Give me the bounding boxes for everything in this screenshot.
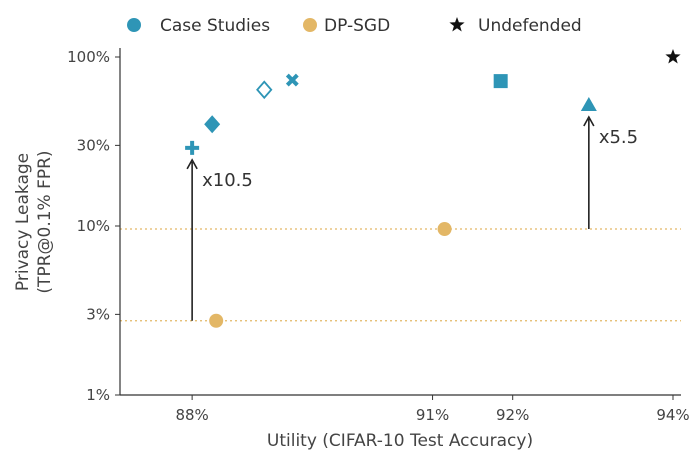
arrow-label-0: x10.5 xyxy=(202,170,253,191)
y-axis-label-line1: Privacy Leakage xyxy=(13,153,33,291)
legend: Case Studies DP-SGD Undefended xyxy=(127,16,582,36)
x-axis-label: Utility (CIFAR-10 Test Accuracy) xyxy=(267,431,533,451)
point-case-studies-3 xyxy=(285,73,299,87)
data-points xyxy=(185,49,681,328)
point-case-studies-0 xyxy=(185,140,200,155)
point-dp-sgd-1 xyxy=(437,221,452,236)
point-dp-sgd-0 xyxy=(209,313,224,328)
arrow-label-1: x5.5 xyxy=(599,127,638,148)
point-undefended-0 xyxy=(665,49,681,64)
y-tick-label-4: 100% xyxy=(67,48,110,66)
legend-marker-undefended xyxy=(449,17,465,32)
point-case-studies-2 xyxy=(256,80,273,100)
x-ticks: 88% 91% 92% 94% xyxy=(175,395,690,424)
arrows: x10.5 x5.5 xyxy=(186,115,638,321)
axes xyxy=(119,48,681,396)
x-tick-label-3: 94% xyxy=(656,406,689,424)
point-case-studies-4 xyxy=(493,74,508,89)
arrow-head-0 xyxy=(186,158,198,170)
y-ticks: 1% 3% 10% 30% 100% xyxy=(67,48,120,404)
reference-lines xyxy=(120,228,681,322)
x-tick-label-0: 88% xyxy=(175,406,208,424)
y-tick-label-3: 30% xyxy=(77,136,110,154)
legend-label-undefended: Undefended xyxy=(478,16,582,36)
y-tick-label-1: 3% xyxy=(86,305,110,323)
legend-marker-case-studies xyxy=(127,18,141,32)
point-case-studies-5 xyxy=(580,96,597,111)
y-tick-label-0: 1% xyxy=(86,386,110,404)
legend-marker-dp-sgd xyxy=(303,18,317,32)
y-axis-label: Privacy Leakage (TPR@0.1% FPR) xyxy=(13,150,55,293)
y-axis-label-line2: (TPR@0.1% FPR) xyxy=(35,150,55,293)
legend-label-dp-sgd: DP-SGD xyxy=(324,16,390,36)
arrow-head-1 xyxy=(583,115,595,127)
legend-label-case-studies: Case Studies xyxy=(160,16,270,36)
y-tick-label-2: 10% xyxy=(77,217,110,235)
point-case-studies-1 xyxy=(204,115,221,134)
x-tick-label-1: 91% xyxy=(416,406,449,424)
x-tick-label-2: 92% xyxy=(496,406,529,424)
